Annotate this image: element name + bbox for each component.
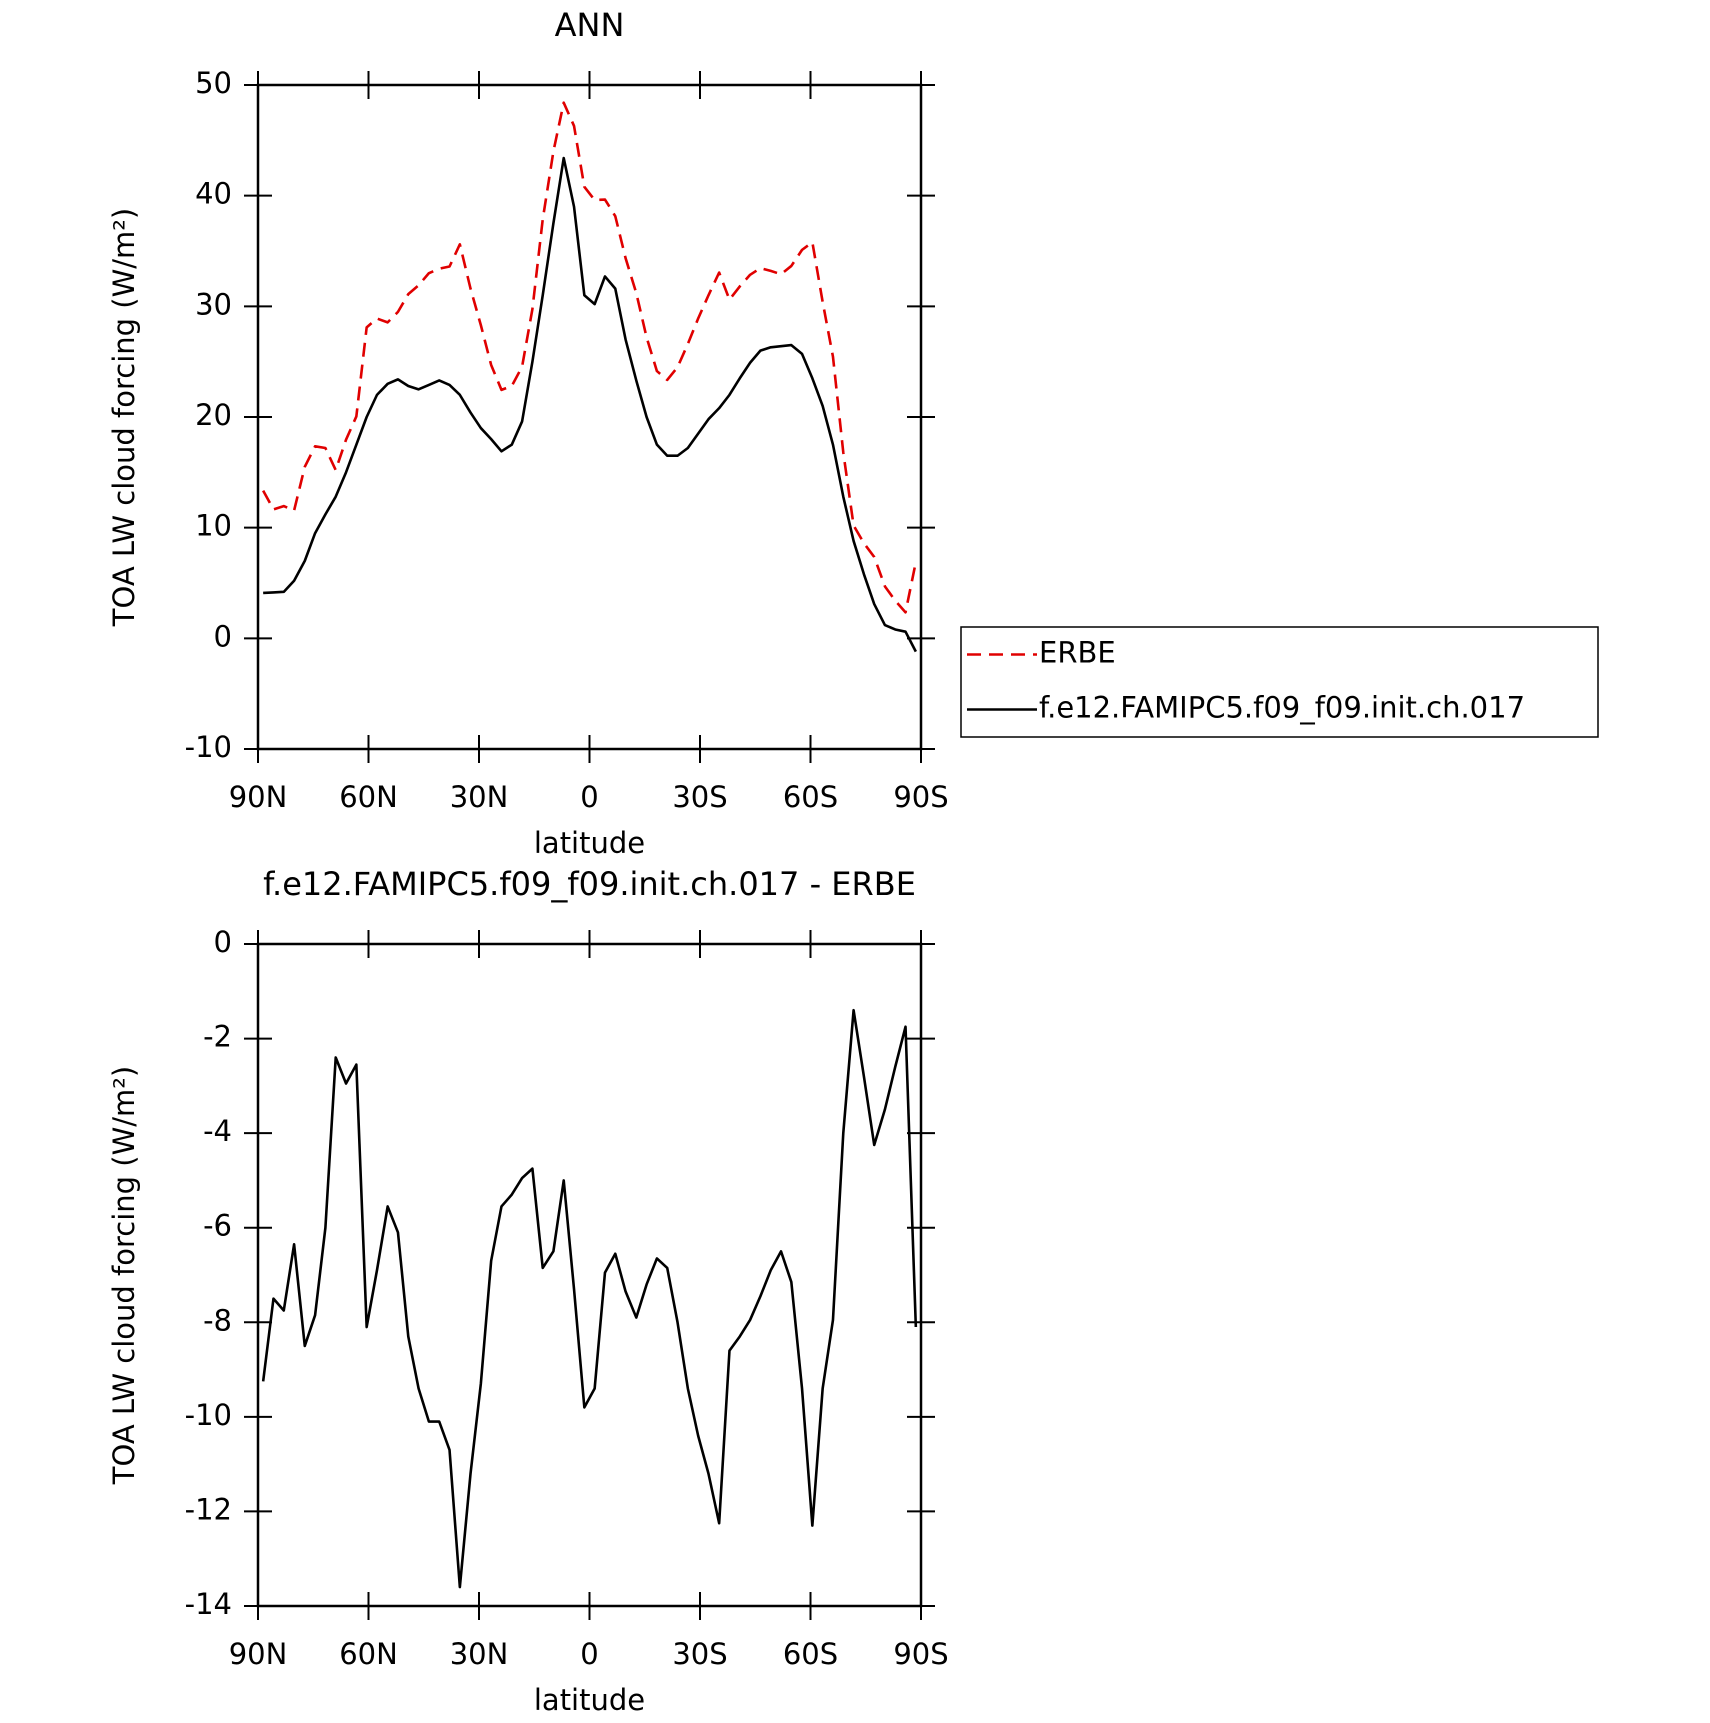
x-tick-label: 60N bbox=[339, 1637, 398, 1671]
plot-frame bbox=[256, 942, 923, 1608]
x-tick-label: 60S bbox=[783, 780, 838, 814]
legend-label: f.e12.FAMIPC5.f09_f09.init.ch.017 bbox=[1039, 691, 1525, 725]
x-tick-label: 90N bbox=[229, 780, 288, 814]
data-line bbox=[263, 156, 917, 653]
y-tick-label: -4 bbox=[203, 1114, 232, 1148]
legend-box bbox=[960, 626, 1599, 738]
x-tick-label: 30S bbox=[672, 1637, 727, 1671]
x-tick-label: 90S bbox=[893, 1637, 948, 1671]
x-tick-label: 0 bbox=[580, 1637, 598, 1671]
y-tick-label: -10 bbox=[185, 1398, 232, 1432]
x-tick-label: 30N bbox=[450, 780, 509, 814]
y-tick-label: 10 bbox=[195, 509, 232, 543]
y-tick-label: -12 bbox=[185, 1492, 232, 1526]
x-tick-label: 90N bbox=[229, 1637, 288, 1671]
x-axis-label: latitude bbox=[534, 826, 645, 860]
x-axis-label: latitude bbox=[534, 1683, 645, 1717]
y-axis-label: TOA LW cloud forcing (W/m²) bbox=[107, 208, 141, 627]
x-tick-label: 60S bbox=[783, 1637, 838, 1671]
legend-label: ERBE bbox=[1039, 636, 1116, 670]
y-tick-label: -8 bbox=[203, 1303, 232, 1337]
y-tick-label: 0 bbox=[214, 925, 232, 959]
data-line bbox=[261, 1008, 918, 1589]
y-tick-label: 20 bbox=[195, 398, 232, 432]
chart-title: ANN bbox=[555, 6, 625, 44]
chart-title: f.e12.FAMIPC5.f09_f09.init.ch.017 - ERBE bbox=[263, 865, 916, 903]
y-tick-label: -2 bbox=[203, 1020, 232, 1054]
x-tick-label: 0 bbox=[580, 780, 598, 814]
x-tick-label: 30S bbox=[672, 780, 727, 814]
y-tick-label: -10 bbox=[185, 730, 232, 764]
y-tick-label: -14 bbox=[185, 1587, 232, 1621]
y-tick-label: -6 bbox=[203, 1209, 232, 1243]
y-tick-label: 30 bbox=[195, 287, 232, 321]
data-line bbox=[262, 101, 918, 614]
x-tick-label: 90S bbox=[893, 780, 948, 814]
y-tick-label: 50 bbox=[195, 66, 232, 100]
y-axis-label: TOA LW cloud forcing (W/m²) bbox=[107, 1066, 141, 1485]
x-tick-label: 60N bbox=[339, 780, 398, 814]
y-tick-label: 0 bbox=[214, 619, 232, 653]
x-tick-label: 30N bbox=[450, 1637, 509, 1671]
y-tick-label: 40 bbox=[195, 177, 232, 211]
